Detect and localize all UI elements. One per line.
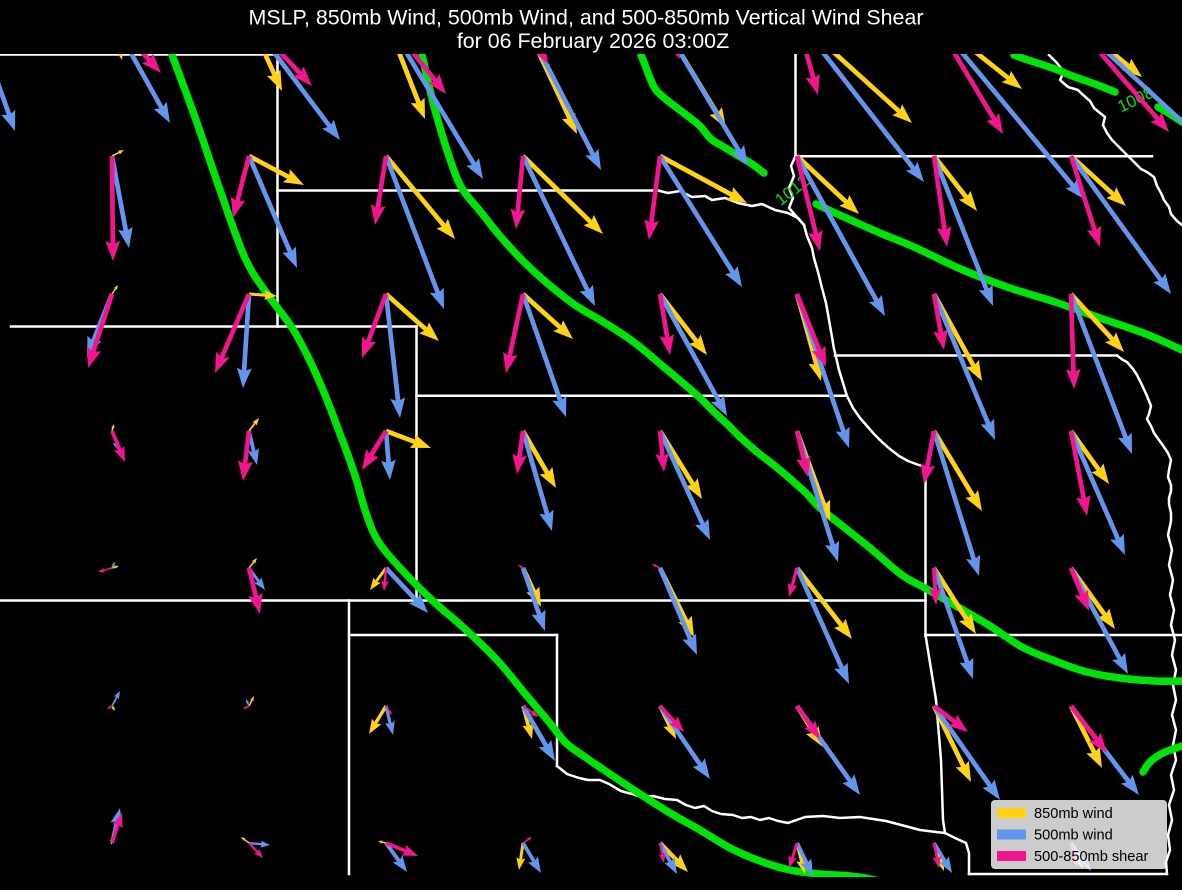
svg-text:850mb wind: 850mb wind: [1034, 806, 1113, 822]
svg-text:for 06 February 2026 03:00Z: for 06 February 2026 03:00Z: [457, 29, 729, 53]
svg-text:500-850mb shear: 500-850mb shear: [1034, 849, 1149, 865]
svg-text:500mb wind: 500mb wind: [1034, 828, 1113, 844]
svg-text:MSLP, 850mb Wind, 500mb Wind,: MSLP, 850mb Wind, 500mb Wind, and 500-85…: [249, 6, 924, 30]
